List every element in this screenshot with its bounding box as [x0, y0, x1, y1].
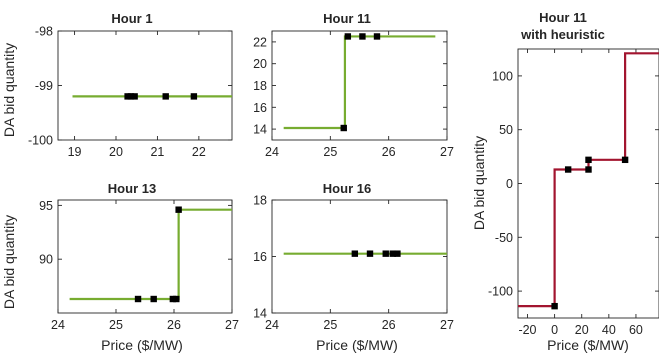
panel-hour-1: Hour 1 DA bid quantity 19 20 21 22 -100 -99 -9… [1, 11, 233, 159]
x-tick-label: 26 [382, 145, 396, 159]
y-tick-label: 0 [506, 177, 513, 191]
x-tick-label: 19 [68, 145, 82, 159]
plot-series [72, 93, 232, 100]
x-axis-label: Price ($/MW) [547, 337, 629, 353]
y-tick-label: 20 [253, 57, 267, 71]
y-tick-label: 22 [253, 35, 267, 49]
panel-hour-11-heuristic: Hour 11 with heuristic DA bid quantity P… [471, 10, 659, 353]
bid-point-marker [359, 33, 366, 40]
bid-curve-line [283, 35, 436, 130]
x-tick-label: 25 [109, 318, 123, 332]
y-tick-label: 14 [253, 123, 267, 137]
panel-subtitle: with heuristic [520, 27, 605, 42]
bid-point-marker [162, 93, 169, 100]
plot-series [518, 52, 659, 310]
plot-series [283, 250, 447, 257]
y-tick-label: 16 [253, 250, 267, 264]
x-tick-label: 27 [440, 145, 454, 159]
panel-hour-16: Hour 16 Price ($/MW) 24 25 26 27 14 16 18 [253, 181, 454, 353]
y-tick-label: 16 [253, 101, 267, 115]
bid-point-marker [585, 166, 592, 173]
bid-point-marker [127, 93, 135, 100]
bid-point-marker [134, 295, 142, 303]
bid-point-marker [344, 33, 352, 40]
bid-curve-line [69, 208, 232, 301]
y-tick-label: -99 [35, 79, 53, 93]
panel-title: Hour 13 [108, 181, 156, 196]
x-tick-label: 20 [109, 145, 123, 159]
bid-point-marker [173, 295, 180, 303]
panel-title: Hour 11 [323, 11, 371, 26]
bid-point-marker [564, 166, 572, 173]
x-axis-label: Price ($/MW) [316, 337, 398, 353]
x-tick-label: 24 [51, 318, 65, 332]
x-tick-label: 40 [602, 323, 616, 337]
panel-hour-13: Hour 13 DA bid quantity Price ($/MW) 24 2… [1, 181, 239, 353]
plot-area [517, 48, 659, 319]
y-tick-label: 100 [492, 69, 513, 83]
bid-point-marker [389, 250, 396, 257]
x-tick-label: 26 [167, 318, 181, 332]
y-axis-label: DA bid quantity [471, 136, 487, 230]
bid-curve-line [518, 52, 659, 308]
x-tick-label: 22 [192, 145, 206, 159]
y-tick-label: 50 [499, 123, 513, 137]
bid-point-marker [169, 295, 177, 303]
x-tick-label: -20 [518, 323, 536, 337]
panel-hour-11: Hour 11 24 25 26 27 14 16 18 20 22 [253, 11, 454, 159]
x-tick-label: 24 [265, 318, 279, 332]
x-tick-label: 25 [323, 145, 337, 159]
x-tick-label: 21 [150, 145, 164, 159]
bid-point-marker [585, 156, 592, 164]
bid-point-marker [340, 124, 347, 132]
bid-point-marker [190, 93, 198, 100]
y-tick-label: -100 [488, 285, 513, 299]
y-tick-label: 14 [253, 307, 267, 321]
y-tick-label: -50 [495, 231, 513, 245]
plot-area [57, 30, 233, 141]
x-tick-label: 27 [225, 318, 239, 332]
y-axis-label: DA bid quantity [1, 215, 17, 309]
x-tick-label: 60 [629, 323, 643, 337]
y-tick-label: -100 [28, 134, 53, 148]
x-tick-label: 25 [323, 318, 337, 332]
plot-series [69, 206, 232, 303]
y-tick-label: 90 [39, 253, 53, 267]
bid-point-marker [351, 250, 359, 257]
bid-point-marker [621, 156, 629, 164]
bid-point-marker [124, 93, 131, 100]
plot-series [283, 33, 436, 132]
x-axis-label: Price ($/MW) [101, 337, 183, 353]
x-tick-label: 0 [551, 323, 558, 337]
bid-point-marker [373, 33, 381, 40]
y-tick-label: 18 [253, 194, 267, 208]
panel-title: Hour 11 [539, 10, 587, 25]
panel-title: Hour 1 [111, 11, 152, 26]
x-tick-label: 20 [575, 323, 589, 337]
plot-area [271, 30, 448, 141]
y-tick-label: 95 [39, 199, 53, 213]
x-tick-label: 26 [382, 318, 396, 332]
bid-point-marker [131, 93, 138, 100]
plot-area [57, 199, 233, 314]
x-tick-label: 27 [440, 318, 454, 332]
bid-point-marker [551, 302, 558, 310]
x-tick-label: 24 [265, 145, 279, 159]
bid-point-marker [175, 206, 182, 213]
y-axis-label: DA bid quantity [1, 43, 17, 137]
panel-title: Hour 16 [323, 181, 371, 196]
plot-area [271, 199, 448, 314]
bid-point-marker [150, 295, 157, 303]
y-tick-label: -98 [35, 25, 53, 39]
y-tick-label: 18 [253, 79, 267, 93]
bid-point-marker [394, 250, 401, 257]
bid-point-marker [382, 250, 389, 257]
bid-point-marker [366, 250, 374, 257]
